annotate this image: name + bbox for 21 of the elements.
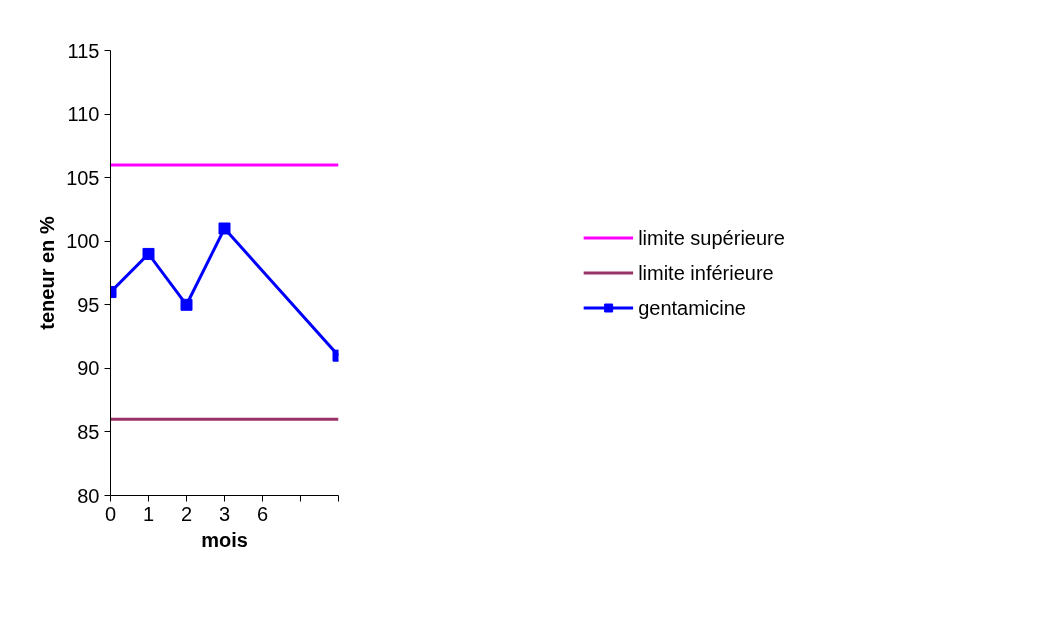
legend-label: limite supérieure bbox=[638, 226, 785, 249]
x-tick-label: 0 bbox=[104, 502, 117, 525]
legend-label: gentamicine bbox=[638, 296, 746, 319]
y-tick-label: 85 bbox=[77, 420, 100, 443]
point bbox=[142, 247, 155, 260]
legend-label: limite inférieure bbox=[638, 261, 774, 284]
point bbox=[180, 298, 193, 311]
x-tick-label: 6 bbox=[256, 502, 269, 525]
y-tick-label: 105 bbox=[66, 166, 100, 189]
y-tick-label: 100 bbox=[66, 230, 100, 253]
x-axis-title: mois bbox=[201, 528, 248, 551]
y-tick-label: 95 bbox=[77, 293, 100, 316]
x-tick-label: 2 bbox=[180, 502, 193, 525]
x-tick-label: 3 bbox=[218, 502, 231, 525]
y-tick-label: 80 bbox=[77, 484, 100, 507]
y-tick-label: 115 bbox=[67, 39, 100, 62]
y-axis-title: teneur en % bbox=[36, 216, 59, 330]
x-tick-label: 1 bbox=[142, 502, 155, 525]
y-tick-label: 90 bbox=[77, 357, 100, 380]
point bbox=[218, 222, 231, 235]
y-tick-label: 110 bbox=[67, 103, 100, 126]
